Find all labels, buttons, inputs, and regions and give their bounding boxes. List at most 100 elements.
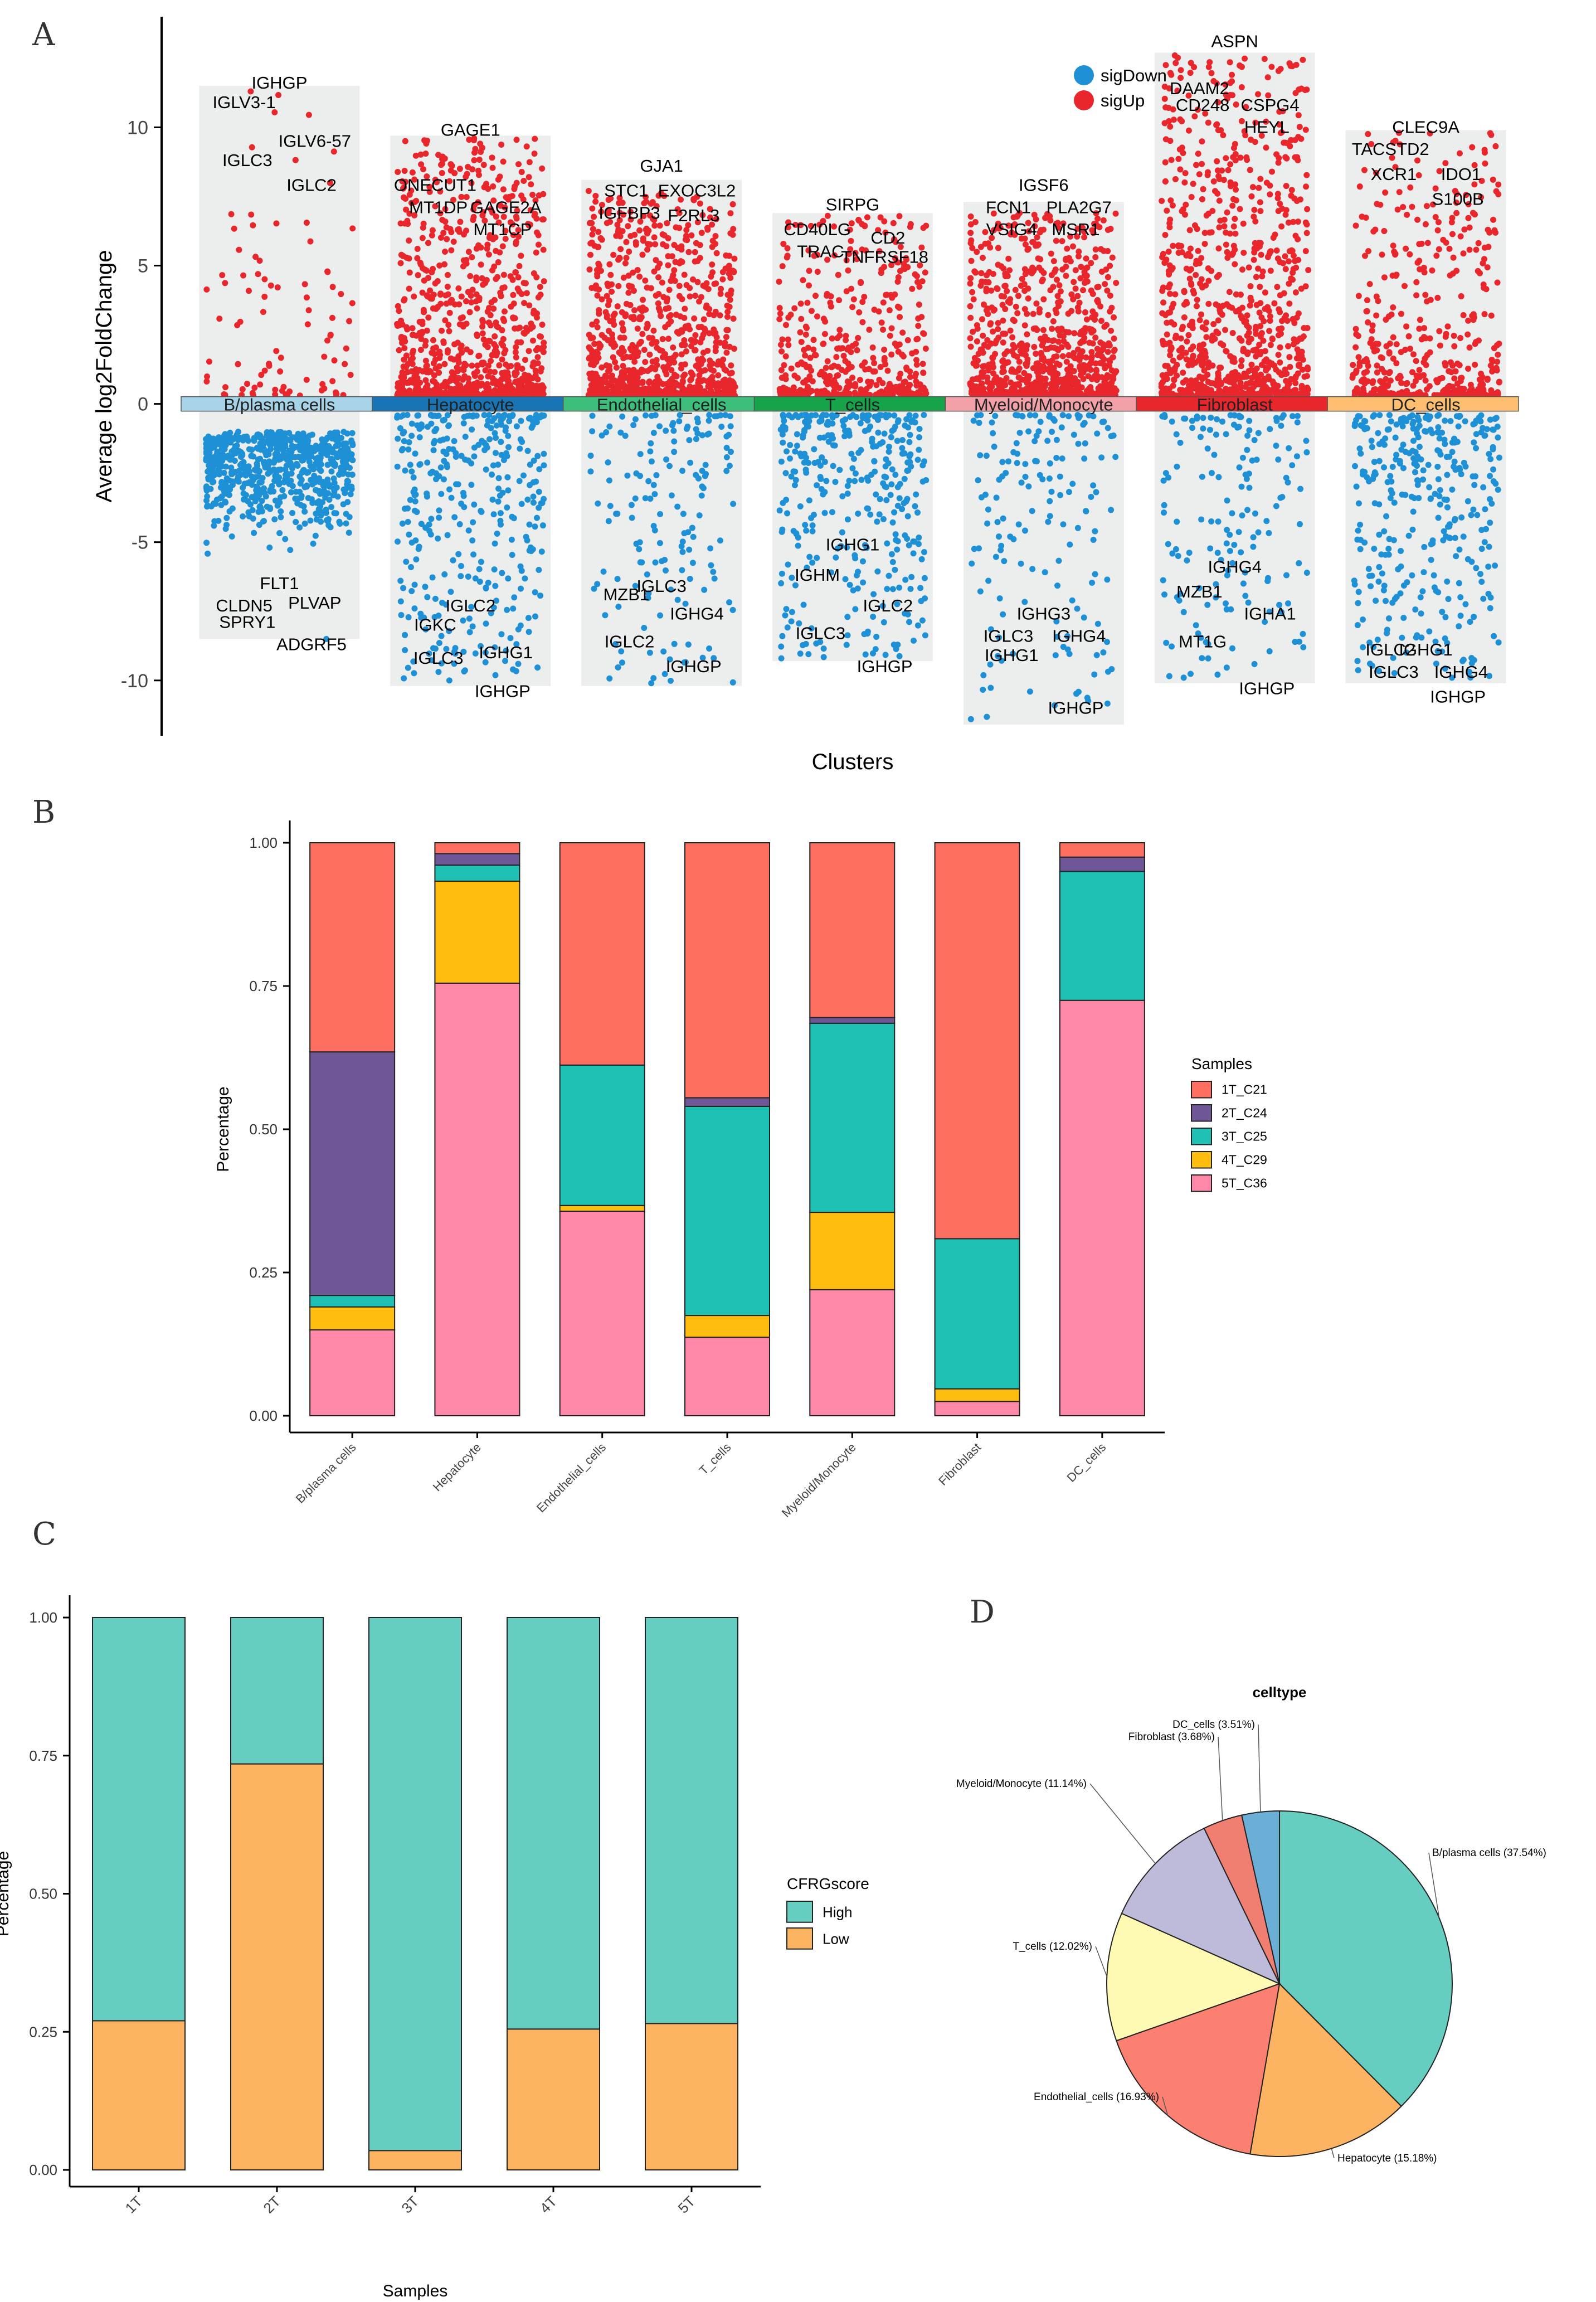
sig-up-point	[611, 377, 618, 384]
sig-up-point	[436, 262, 443, 269]
sig-up-point	[416, 367, 422, 373]
sig-up-point	[476, 381, 483, 387]
sig-down-point	[243, 492, 250, 498]
sig-up-point	[219, 272, 226, 279]
sig-down-point	[669, 422, 675, 429]
sig-down-point	[679, 567, 685, 574]
sig-up-point	[593, 353, 600, 360]
sig-down-point	[888, 481, 895, 488]
sig-up-point	[666, 286, 673, 293]
sig-up-point	[1000, 317, 1006, 324]
sig-down-point	[852, 606, 859, 613]
sig-down-point	[505, 575, 512, 582]
sig-down-point	[885, 572, 892, 579]
sig-down-point	[436, 640, 442, 647]
sig-up-point	[535, 241, 542, 248]
sig-up-point	[484, 241, 491, 248]
sig-down-point	[984, 520, 991, 527]
sig-down-point	[301, 520, 308, 527]
sig-up-point	[1088, 356, 1094, 362]
sig-up-point	[463, 298, 469, 305]
sig-up-point	[533, 215, 540, 222]
sig-up-point	[415, 272, 421, 279]
sig-down-point	[276, 481, 283, 488]
sig-up-point	[878, 319, 885, 326]
sig-down-point	[412, 450, 419, 457]
sig-down-point	[718, 424, 725, 430]
sig-down-point	[486, 436, 493, 443]
sig-up-point	[1071, 330, 1078, 337]
sig-up-point	[423, 140, 430, 147]
sig-up-point	[463, 227, 470, 234]
sig-down-point	[1049, 429, 1055, 435]
sig-down-point	[429, 468, 436, 475]
gene-label-up: CD40LG	[784, 220, 851, 239]
sig-up-point	[1108, 367, 1115, 374]
sig-down-point	[319, 441, 325, 448]
sig-down-point	[289, 509, 296, 516]
sig-up-point	[417, 261, 424, 268]
sig-down-point	[1082, 440, 1088, 447]
sig-up-point	[204, 373, 211, 380]
sig-down-point	[1055, 557, 1062, 564]
sig-down-point	[624, 472, 631, 479]
sig-up-point	[684, 237, 690, 244]
sig-up-point	[1086, 365, 1093, 372]
sig-down-point	[471, 501, 478, 508]
sig-down-point	[615, 604, 622, 610]
sig-down-point	[242, 472, 249, 479]
sig-down-point	[778, 655, 785, 662]
sig-up-point	[900, 353, 907, 360]
sig-up-point	[617, 351, 624, 357]
sig-down-point	[910, 637, 917, 644]
sig-up-point	[468, 299, 475, 306]
sig-up-point	[640, 368, 647, 375]
sig-up-point	[475, 353, 482, 360]
sig-down-point	[465, 573, 471, 580]
sig-down-point	[679, 548, 686, 555]
sig-down-point	[446, 677, 452, 684]
sig-down-point	[783, 448, 790, 455]
sig-down-point	[325, 483, 332, 489]
sig-up-point	[239, 386, 246, 392]
sig-up-point	[894, 278, 901, 285]
sig-up-point	[995, 326, 1001, 333]
sig-up-point	[1017, 347, 1024, 354]
sig-up-point	[836, 297, 843, 304]
sig-up-point	[512, 349, 519, 356]
sig-up-point	[203, 378, 210, 385]
sig-up-point	[708, 366, 714, 373]
sig-up-point	[683, 348, 689, 354]
sig-up-point	[513, 213, 519, 220]
sig-up-point	[1077, 339, 1084, 346]
sig-down-point	[781, 417, 787, 424]
sig-down-point	[319, 499, 326, 506]
sig-up-point	[525, 174, 532, 181]
sig-down-point	[458, 501, 465, 507]
sig-up-point	[849, 342, 856, 349]
sig-up-point	[1102, 281, 1108, 288]
sig-up-point	[659, 354, 666, 361]
sig-down-point	[897, 480, 903, 487]
sig-up-point	[1022, 241, 1029, 248]
sig-down-point	[340, 501, 347, 508]
sig-up-point	[499, 370, 505, 376]
sig-up-point	[791, 372, 798, 379]
sig-down-point	[445, 422, 452, 429]
sig-down-point	[905, 424, 912, 431]
sig-down-point	[797, 503, 804, 510]
sig-down-point	[591, 585, 597, 592]
sig-down-point	[418, 421, 425, 428]
sig-up-point	[871, 360, 878, 367]
sig-down-point	[407, 497, 413, 503]
cluster-label: B/plasma cells	[223, 395, 335, 415]
sig-up-point	[421, 277, 427, 284]
sig-up-point	[1042, 375, 1049, 382]
sig-down-point	[869, 435, 875, 442]
sig-up-point	[419, 235, 426, 241]
sig-up-point	[507, 273, 514, 280]
sig-down-point	[805, 651, 812, 658]
sig-down-point	[346, 453, 352, 460]
sig-up-point	[514, 362, 521, 369]
sig-up-point	[1109, 387, 1116, 394]
